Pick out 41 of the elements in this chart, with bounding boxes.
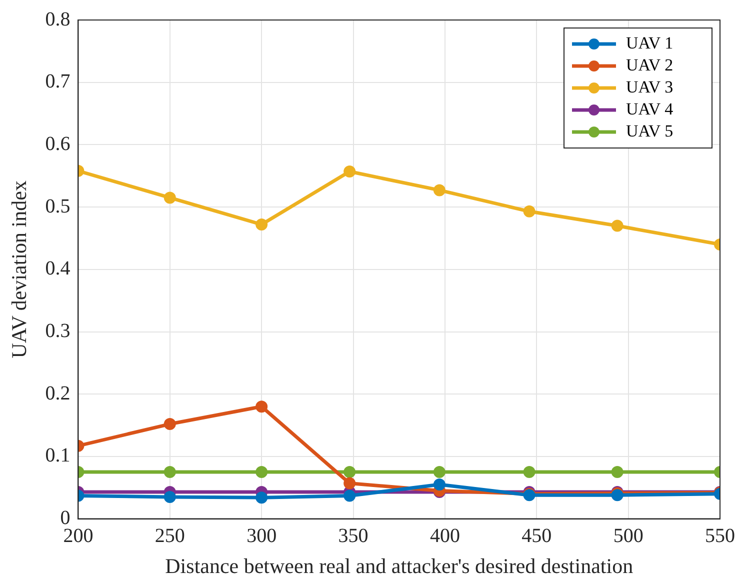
y-tick-label: 0.7: [45, 70, 70, 93]
x-tick-label: 300: [246, 525, 277, 548]
point: [523, 205, 536, 218]
legend-label: UAV 2: [626, 55, 674, 74]
point: [256, 218, 268, 231]
point: [164, 192, 176, 204]
legend-label: UAV 5: [626, 121, 674, 140]
x-tick-label: 350: [338, 525, 368, 548]
legend-label: UAV 3: [626, 77, 674, 96]
x-tick-label: 250: [154, 525, 185, 548]
point: [164, 418, 176, 430]
y-tick-label: 0.2: [45, 382, 70, 404]
point: [256, 492, 268, 504]
y-tick-label: 0.6: [45, 132, 70, 155]
point: [611, 466, 624, 478]
y-tick-label: 0.1: [45, 444, 70, 467]
x-tick-label: 550: [705, 525, 735, 548]
point: [344, 466, 356, 478]
point: [164, 466, 176, 478]
y-axis-title: UAV deviation index: [7, 180, 32, 358]
point: [344, 166, 356, 178]
point: [256, 466, 268, 478]
point: [344, 477, 356, 490]
point: [433, 478, 446, 491]
y-tick-label: 0.4: [45, 258, 70, 280]
y-tick-label: 0.5: [45, 195, 70, 218]
point: [523, 466, 536, 478]
x-axis-title: Distance between real and attacker's desired destination: [165, 554, 634, 578]
point: [433, 184, 446, 196]
point: [611, 220, 624, 232]
point: [256, 400, 268, 413]
legend-label: UAV 4: [626, 99, 674, 118]
x-tick-label: 450: [522, 525, 552, 548]
y-tick-label: 0.8: [45, 8, 70, 30]
x-tick-label: 500: [613, 525, 644, 548]
x-tick-label: 400: [430, 525, 460, 548]
point: [433, 466, 446, 478]
y-tick-label: 0.3: [45, 320, 70, 342]
point: [164, 490, 176, 503]
point: [344, 490, 356, 502]
legend-label: UAV 1: [626, 33, 674, 52]
